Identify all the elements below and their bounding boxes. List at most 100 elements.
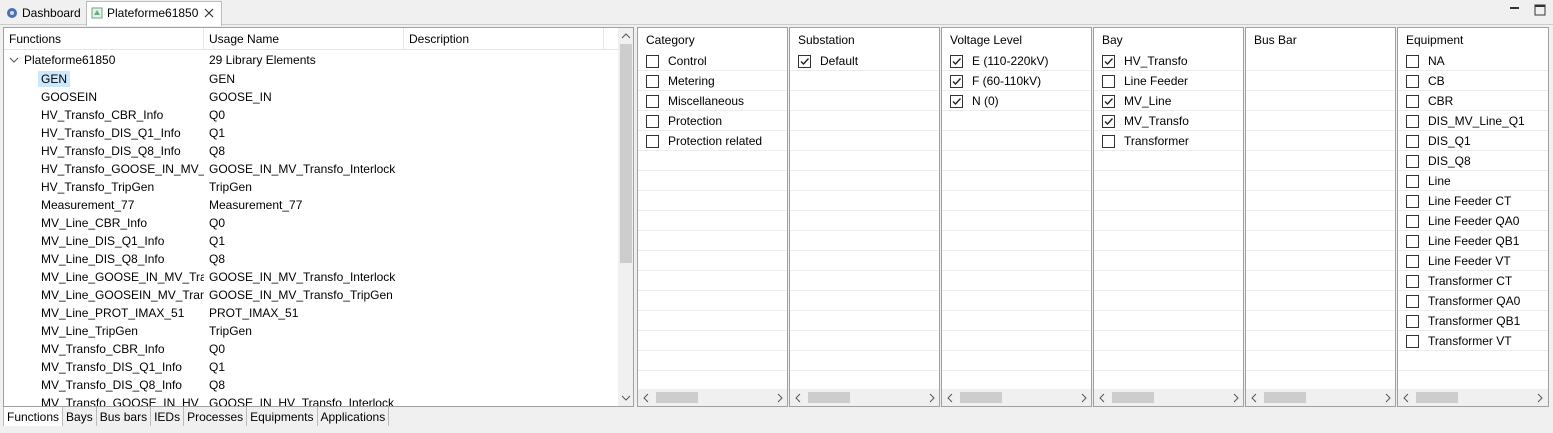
filter-label[interactable]: Default xyxy=(820,54,859,68)
filter-label[interactable]: Miscellaneous xyxy=(668,94,745,108)
tree-row[interactable]: HV_Transfo_DIS_Q8_Info Q8 xyxy=(4,142,618,160)
checkbox[interactable] xyxy=(646,95,659,108)
checkbox[interactable] xyxy=(1406,335,1419,348)
horizontal-scrollbar[interactable] xyxy=(790,389,939,406)
tree-row[interactable]: HV_Transfo_CBR_Info Q0 xyxy=(4,106,618,124)
checkbox[interactable] xyxy=(1406,155,1419,168)
checkbox[interactable] xyxy=(950,75,963,88)
checkbox[interactable] xyxy=(1406,295,1419,308)
tree-row[interactable]: MV_Line_PROT_IMAX_51 PROT_IMAX_51 xyxy=(4,304,618,322)
checkbox[interactable] xyxy=(1406,55,1419,68)
tab-dashboard[interactable]: Dashboard xyxy=(2,2,84,24)
tree-row[interactable]: Measurement_77 Measurement_77 xyxy=(4,196,618,214)
window-controls[interactable] xyxy=(1508,4,1548,18)
column-header[interactable]: Functions xyxy=(9,32,62,46)
scroll-left[interactable] xyxy=(1250,393,1258,403)
scroll-thumb[interactable] xyxy=(960,392,1002,403)
horizontal-scrollbar[interactable] xyxy=(942,389,1091,406)
scroll-up[interactable] xyxy=(621,32,631,40)
tree-row[interactable]: HV_Transfo_TripGen TripGen xyxy=(4,178,618,196)
column-header[interactable]: Description xyxy=(409,32,470,46)
scroll-thumb[interactable] xyxy=(620,44,632,263)
filter-label[interactable]: Transformer xyxy=(1124,134,1189,148)
checkbox[interactable] xyxy=(798,55,811,68)
bottom-tab[interactable]: Bus bars xyxy=(97,407,152,426)
checkbox[interactable] xyxy=(646,115,659,128)
scroll-right[interactable] xyxy=(1536,393,1544,403)
close-icon[interactable] xyxy=(204,8,214,18)
column-header[interactable]: Usage Name xyxy=(209,32,280,46)
checkbox[interactable] xyxy=(646,135,659,148)
filter-label[interactable]: E (110-220kV) xyxy=(972,54,1049,68)
filter-label[interactable]: Line Feeder QA0 xyxy=(1428,214,1520,228)
filter-label[interactable]: MV_Line xyxy=(1124,94,1172,108)
filter-label[interactable]: MV_Transfo xyxy=(1124,114,1189,128)
scroll-thumb[interactable] xyxy=(808,392,850,403)
filter-label[interactable]: Line xyxy=(1428,174,1451,188)
tree-row[interactable]: MV_Transfo_DIS_Q1_Info Q1 xyxy=(4,358,618,376)
checkbox[interactable] xyxy=(1406,115,1419,128)
checkbox[interactable] xyxy=(1102,95,1115,108)
filter-label[interactable]: CBR xyxy=(1428,94,1454,108)
checkbox[interactable] xyxy=(1406,75,1419,88)
scroll-thumb[interactable] xyxy=(1264,392,1306,403)
expand-chevron[interactable] xyxy=(9,56,19,64)
filter-label[interactable]: Transformer CT xyxy=(1428,274,1513,288)
tree-row[interactable]: GOOSEIN GOOSE_IN xyxy=(4,88,618,106)
bottom-tab[interactable]: Bays xyxy=(63,407,97,426)
filter-label[interactable]: DIS_MV_Line_Q1 xyxy=(1428,114,1525,128)
scroll-left[interactable] xyxy=(794,393,802,403)
scroll-right[interactable] xyxy=(1080,393,1088,403)
filter-label[interactable]: Transformer QA0 xyxy=(1428,294,1521,308)
tree-row[interactable]: HV_Transfo_GOOSE_IN_MV_Tra GOOSE_IN_MV_Tr… xyxy=(4,160,618,178)
tree-row[interactable]: MV_Transfo_GOOSE_IN_HV_Tra GOOSE_IN_HV_Tr… xyxy=(4,394,618,406)
checkbox[interactable] xyxy=(950,55,963,68)
checkbox[interactable] xyxy=(1102,135,1115,148)
bottom-tab[interactable]: Functions xyxy=(3,407,64,426)
tree-row[interactable]: MV_Transfo_CBR_Info Q0 xyxy=(4,340,618,358)
scroll-thumb[interactable] xyxy=(656,392,698,403)
vertical-scrollbar[interactable] xyxy=(618,28,633,406)
filter-label[interactable]: DIS_Q8 xyxy=(1428,154,1471,168)
filter-label[interactable]: Protection xyxy=(668,114,723,128)
scroll-right[interactable] xyxy=(1384,393,1392,403)
tree-row[interactable]: MV_Transfo_DIS_Q8_Info Q8 xyxy=(4,376,618,394)
filter-label[interactable]: F (60-110kV) xyxy=(972,74,1042,88)
tree-row[interactable]: MV_Line_DIS_Q8_Info Q8 xyxy=(4,250,618,268)
tree-row[interactable]: HV_Transfo_DIS_Q1_Info Q1 xyxy=(4,124,618,142)
tree-row[interactable]: MV_Line_TripGen TripGen xyxy=(4,322,618,340)
tab-platform[interactable]: Plateforme61850 xyxy=(86,1,222,26)
checkbox[interactable] xyxy=(1406,315,1419,328)
tree-row[interactable]: MV_Line_GOOSE_IN_MV_Transf GOOSE_IN_MV_Tr… xyxy=(4,268,618,286)
checkbox[interactable] xyxy=(1406,275,1419,288)
horizontal-scrollbar[interactable] xyxy=(1246,389,1395,406)
filter-label[interactable]: Metering xyxy=(668,74,715,88)
checkbox[interactable] xyxy=(1102,55,1115,68)
checkbox[interactable] xyxy=(1102,115,1115,128)
checkbox[interactable] xyxy=(1406,95,1419,108)
filter-label[interactable]: Line Feeder CT xyxy=(1428,194,1512,208)
checkbox[interactable] xyxy=(1406,195,1419,208)
filter-label[interactable]: Line Feeder xyxy=(1124,74,1189,88)
bottom-tab[interactable]: Applications xyxy=(318,407,390,426)
filter-label[interactable]: Line Feeder VT xyxy=(1428,254,1511,268)
scroll-right[interactable] xyxy=(776,393,784,403)
tree-row[interactable]: MV_Line_DIS_Q1_Info Q1 xyxy=(4,232,618,250)
tree-row[interactable]: MV_Line_GOOSEIN_MV_Transfo GOOSE_IN_MV_Tr… xyxy=(4,286,618,304)
scroll-right[interactable] xyxy=(928,393,936,403)
root-name[interactable]: Plateforme61850 xyxy=(24,53,116,67)
checkbox[interactable] xyxy=(646,75,659,88)
scroll-left[interactable] xyxy=(1098,393,1106,403)
horizontal-scrollbar[interactable] xyxy=(1094,389,1243,406)
checkbox[interactable] xyxy=(1406,235,1419,248)
checkbox[interactable] xyxy=(646,55,659,68)
horizontal-scrollbar[interactable] xyxy=(638,389,787,406)
checkbox[interactable] xyxy=(950,95,963,108)
bottom-tab[interactable]: IEDs xyxy=(151,407,185,426)
filter-label[interactable]: Control xyxy=(668,54,707,68)
scroll-thumb[interactable] xyxy=(1112,392,1154,403)
checkbox[interactable] xyxy=(1102,75,1115,88)
scroll-left[interactable] xyxy=(1402,393,1410,403)
checkbox[interactable] xyxy=(1406,175,1419,188)
horizontal-scrollbar[interactable] xyxy=(1398,389,1548,406)
